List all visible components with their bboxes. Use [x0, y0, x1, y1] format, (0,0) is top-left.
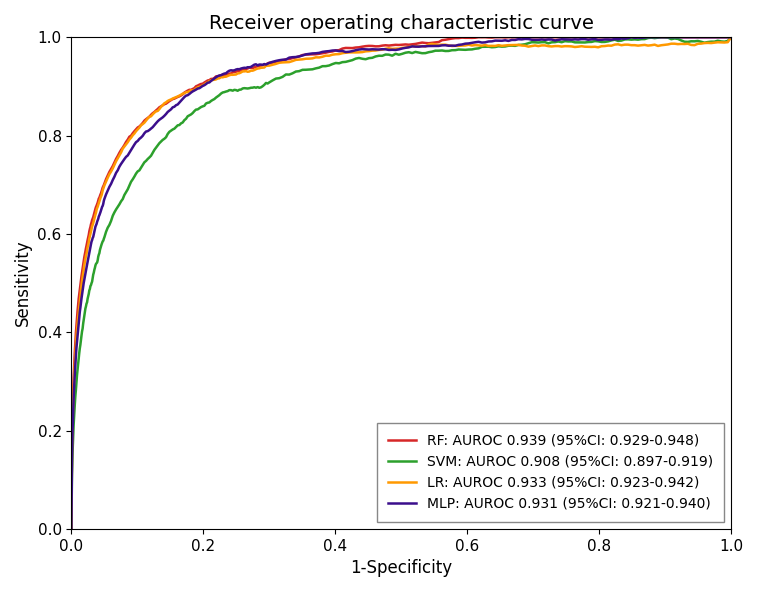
MLP: AUROC 0.931 (95%CI: 0.921-0.940): (0.874, 1): AUROC 0.931 (95%CI: 0.921-0.940): (0.874…: [643, 34, 653, 41]
LR: AUROC 0.933 (95%CI: 0.923-0.942): (1, 1): AUROC 0.933 (95%CI: 0.923-0.942): (1, 1): [727, 34, 736, 41]
SVM: AUROC 0.908 (95%CI: 0.897-0.919): (0.133, 0.784): AUROC 0.908 (95%CI: 0.897-0.919): (0.133…: [155, 139, 164, 147]
RF: AUROC 0.939 (95%CI: 0.929-0.948): (0.325, 0.955): AUROC 0.939 (95%CI: 0.929-0.948): (0.325…: [282, 56, 291, 63]
LR: AUROC 0.933 (95%CI: 0.923-0.942): (0.136, 0.858): AUROC 0.933 (95%CI: 0.923-0.942): (0.136…: [157, 103, 166, 111]
Line: SVM: AUROC 0.908 (95%CI: 0.897-0.919): SVM: AUROC 0.908 (95%CI: 0.897-0.919): [71, 37, 731, 529]
LR: AUROC 0.933 (95%CI: 0.923-0.942): (0.869, 0.984): AUROC 0.933 (95%CI: 0.923-0.942): (0.869…: [640, 41, 650, 48]
RF: AUROC 0.939 (95%CI: 0.929-0.948): (0.617, 1): AUROC 0.939 (95%CI: 0.929-0.948): (0.617…: [474, 34, 483, 41]
Line: LR: AUROC 0.933 (95%CI: 0.923-0.942): LR: AUROC 0.933 (95%CI: 0.923-0.942): [71, 37, 731, 529]
RF: AUROC 0.939 (95%CI: 0.929-0.948): (1, 1): AUROC 0.939 (95%CI: 0.929-0.948): (1, 1): [727, 34, 736, 41]
MLP: AUROC 0.931 (95%CI: 0.921-0.940): (0, 0): AUROC 0.931 (95%CI: 0.921-0.940): (0, 0): [67, 525, 76, 532]
SVM: AUROC 0.908 (95%CI: 0.897-0.919): (1, 1): AUROC 0.908 (95%CI: 0.897-0.919): (1, 1): [727, 34, 736, 41]
MLP: AUROC 0.931 (95%CI: 0.921-0.940): (0.869, 0.999): AUROC 0.931 (95%CI: 0.921-0.940): (0.869…: [640, 34, 650, 41]
MLP: AUROC 0.931 (95%CI: 0.921-0.940): (0.136, 0.835): AUROC 0.931 (95%CI: 0.921-0.940): (0.136…: [157, 115, 166, 122]
MLP: AUROC 0.931 (95%CI: 0.921-0.940): (0.94, 1): AUROC 0.931 (95%CI: 0.921-0.940): (0.94,…: [687, 34, 696, 41]
SVM: AUROC 0.908 (95%CI: 0.897-0.919): (0.169, 0.827): AUROC 0.908 (95%CI: 0.897-0.919): (0.169…: [178, 119, 187, 126]
SVM: AUROC 0.908 (95%CI: 0.897-0.919): (0.136, 0.788): AUROC 0.908 (95%CI: 0.897-0.919): (0.136…: [157, 138, 166, 145]
LR: AUROC 0.933 (95%CI: 0.923-0.942): (0.169, 0.885): AUROC 0.933 (95%CI: 0.923-0.942): (0.169…: [178, 90, 187, 97]
Legend: RF: AUROC 0.939 (95%CI: 0.929-0.948), SVM: AUROC 0.908 (95%CI: 0.897-0.919), LR:: RF: AUROC 0.939 (95%CI: 0.929-0.948), SV…: [377, 423, 724, 522]
MLP: AUROC 0.931 (95%CI: 0.921-0.940): (0.169, 0.875): AUROC 0.931 (95%CI: 0.921-0.940): (0.169…: [178, 95, 187, 102]
LR: AUROC 0.933 (95%CI: 0.923-0.942): (0, 0): AUROC 0.933 (95%CI: 0.923-0.942): (0, 0): [67, 525, 76, 532]
SVM: AUROC 0.908 (95%CI: 0.897-0.919): (0.894, 1): AUROC 0.908 (95%CI: 0.897-0.919): (0.894…: [657, 34, 666, 41]
RF: AUROC 0.939 (95%CI: 0.929-0.948): (0.874, 1): AUROC 0.939 (95%CI: 0.929-0.948): (0.874…: [643, 34, 653, 41]
Line: RF: AUROC 0.939 (95%CI: 0.929-0.948): RF: AUROC 0.939 (95%CI: 0.929-0.948): [71, 37, 731, 529]
SVM: AUROC 0.908 (95%CI: 0.897-0.919): (0.869, 0.996): AUROC 0.908 (95%CI: 0.897-0.919): (0.869…: [640, 35, 650, 43]
MLP: AUROC 0.931 (95%CI: 0.921-0.940): (0.133, 0.832): AUROC 0.931 (95%CI: 0.921-0.940): (0.133…: [155, 116, 164, 124]
SVM: AUROC 0.908 (95%CI: 0.897-0.919): (0.94, 0.992): AUROC 0.908 (95%CI: 0.897-0.919): (0.94,…: [687, 38, 696, 45]
Y-axis label: Sensitivity: Sensitivity: [14, 240, 32, 326]
SVM: AUROC 0.908 (95%CI: 0.897-0.919): (0.325, 0.924): AUROC 0.908 (95%CI: 0.897-0.919): (0.325…: [282, 71, 291, 78]
MLP: AUROC 0.931 (95%CI: 0.921-0.940): (0.325, 0.955): AUROC 0.931 (95%CI: 0.921-0.940): (0.325…: [282, 56, 291, 63]
LR: AUROC 0.933 (95%CI: 0.923-0.942): (0.325, 0.949): AUROC 0.933 (95%CI: 0.923-0.942): (0.325…: [282, 59, 291, 66]
SVM: AUROC 0.908 (95%CI: 0.897-0.919): (0, 0): AUROC 0.908 (95%CI: 0.897-0.919): (0, 0): [67, 525, 76, 532]
X-axis label: 1-Specificity: 1-Specificity: [350, 559, 452, 577]
RF: AUROC 0.939 (95%CI: 0.929-0.948): (0.133, 0.857): AUROC 0.939 (95%CI: 0.929-0.948): (0.133…: [155, 104, 164, 111]
MLP: AUROC 0.931 (95%CI: 0.921-0.940): (1, 1): AUROC 0.931 (95%CI: 0.921-0.940): (1, 1): [727, 34, 736, 41]
LR: AUROC 0.933 (95%CI: 0.923-0.942): (0.935, 0.987): AUROC 0.933 (95%CI: 0.923-0.942): (0.935…: [684, 40, 693, 47]
RF: AUROC 0.939 (95%CI: 0.929-0.948): (0.169, 0.884): AUROC 0.939 (95%CI: 0.929-0.948): (0.169…: [178, 91, 187, 98]
Line: MLP: AUROC 0.931 (95%CI: 0.921-0.940): MLP: AUROC 0.931 (95%CI: 0.921-0.940): [71, 37, 731, 529]
LR: AUROC 0.933 (95%CI: 0.923-0.942): (0.133, 0.854): AUROC 0.933 (95%CI: 0.923-0.942): (0.133…: [155, 106, 164, 113]
RF: AUROC 0.939 (95%CI: 0.929-0.948): (0.94, 1): AUROC 0.939 (95%CI: 0.929-0.948): (0.94,…: [687, 34, 696, 41]
Title: Receiver operating characteristic curve: Receiver operating characteristic curve: [209, 14, 593, 33]
RF: AUROC 0.939 (95%CI: 0.929-0.948): (0.136, 0.859): AUROC 0.939 (95%CI: 0.929-0.948): (0.136…: [157, 103, 166, 110]
RF: AUROC 0.939 (95%CI: 0.929-0.948): (0, 0): AUROC 0.939 (95%CI: 0.929-0.948): (0, 0): [67, 525, 76, 532]
